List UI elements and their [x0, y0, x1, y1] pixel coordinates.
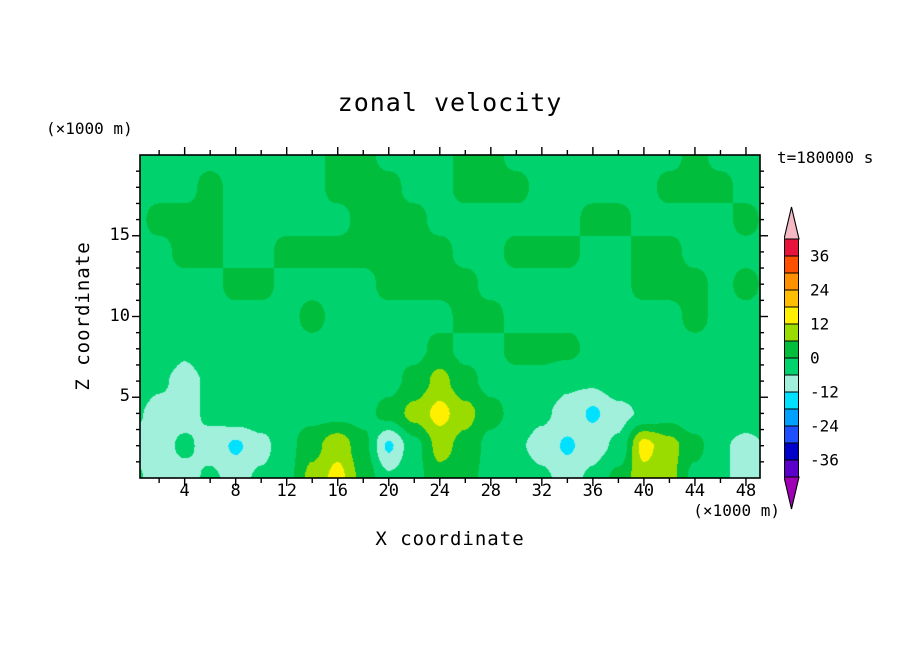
x-tick-label: 8: [230, 481, 241, 501]
axes-frame: [132, 147, 768, 486]
contour-plot: [140, 155, 760, 478]
time-label: t=180000 s: [777, 148, 874, 167]
colorbar-segment: [784, 272, 799, 291]
x-tick-label: 36: [582, 481, 604, 501]
colorbar-segment: [784, 238, 799, 257]
colorbar-segment: [784, 442, 799, 461]
x-tick-label: 40: [633, 481, 655, 501]
colorbar-label: -36: [810, 451, 839, 470]
colorbar-over-arrow: [784, 206, 800, 240]
x-tick-label: 48: [735, 481, 757, 501]
y-tick-label: 15: [109, 224, 130, 245]
x-tick-label: 28: [480, 481, 502, 501]
y-tick-label: 10: [109, 305, 130, 326]
colorbar-segment: [784, 289, 799, 308]
colorbar-segment: [784, 255, 799, 274]
x-tick-label: 12: [276, 481, 297, 501]
colorbar-segment: [784, 357, 799, 376]
axis-ticks: [132, 147, 768, 486]
colorbar-segment: [784, 425, 799, 444]
colorbar-label: 36: [810, 247, 829, 266]
colorbar-under-arrow: [784, 476, 800, 510]
colorbar: 36 24 12 0 -12 -24 -36: [784, 206, 839, 510]
z-axis-unit-label: (×1000 m): [46, 119, 133, 138]
colorbar-segment: [784, 459, 799, 478]
plot-frame: [139, 154, 761, 479]
y-tick-label: 5: [119, 386, 130, 407]
colorbar-segment: [784, 408, 799, 427]
x-axis-label: X coordinate: [375, 528, 525, 550]
colorbar-segment: [784, 374, 799, 393]
x-tick-label: 20: [378, 481, 399, 501]
x-tick-label: 16: [327, 481, 348, 501]
colorbar-segment: [784, 323, 799, 342]
y-axis-label: Z coordinate: [72, 241, 94, 391]
colorbar-label: 24: [810, 281, 829, 300]
colorbar-label: 0: [810, 349, 820, 368]
colorbar-label: -24: [810, 417, 839, 436]
colorbar-segment: [784, 391, 799, 410]
colorbar-label: 12: [810, 315, 829, 334]
x-tick-label: 32: [531, 481, 553, 501]
x-tick-label: 4: [179, 481, 190, 501]
plot-title: zonal velocity: [337, 88, 563, 117]
colorbar-segment: [784, 306, 799, 325]
colorbar-segment: [784, 340, 799, 359]
x-axis-unit-label: (×1000 m): [693, 501, 780, 520]
x-tick-label: 44: [684, 481, 706, 501]
x-tick-label: 24: [429, 481, 451, 501]
colorbar-label: -12: [810, 383, 839, 402]
